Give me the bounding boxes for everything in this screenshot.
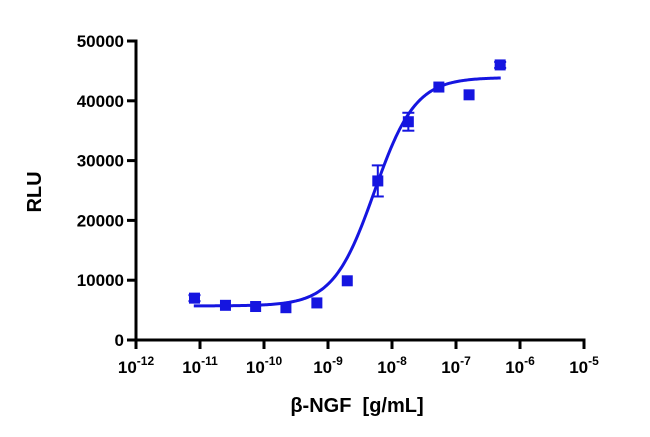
x-tick-label: 10-7 [441,354,471,377]
y-tick-label: 30000 [77,152,124,171]
x-tick-label: 10-8 [377,354,407,377]
data-point [219,299,231,311]
y-tick-label: 40000 [77,92,124,111]
data-point [250,301,262,313]
y-ticks: 0 10000 20000 30000 40000 50000 [77,32,136,350]
y-tick-label: 0 [115,331,124,350]
data-point [402,116,414,128]
x-axis-label: β-NGF [g/mL] [290,395,423,417]
data-point [280,302,292,314]
y-axis-label: RLU [24,171,46,212]
data-point [341,275,353,287]
data-point [463,89,475,101]
x-tick-label: 10-12 [118,354,155,377]
data-point [311,297,323,309]
x-ticks: 10-12 10-11 10-10 10-9 10-8 10-7 10-6 10-5 [118,340,599,377]
data-point [188,292,200,304]
y-tick-label: 50000 [77,32,124,51]
x-tick-label: 10-9 [313,354,343,377]
fit-curve [193,76,501,308]
x-tick-label: 10-5 [569,354,599,377]
x-tick-label: 10-10 [246,354,283,377]
data-point [433,81,445,93]
x-tick-label: 10-6 [505,354,535,377]
x-tick-label: 10-11 [182,354,218,377]
y-tick-label: 20000 [77,211,124,230]
y-tick-label: 10000 [77,271,124,290]
data-point [372,175,384,187]
data-point [494,59,506,71]
plot-area [188,59,507,314]
